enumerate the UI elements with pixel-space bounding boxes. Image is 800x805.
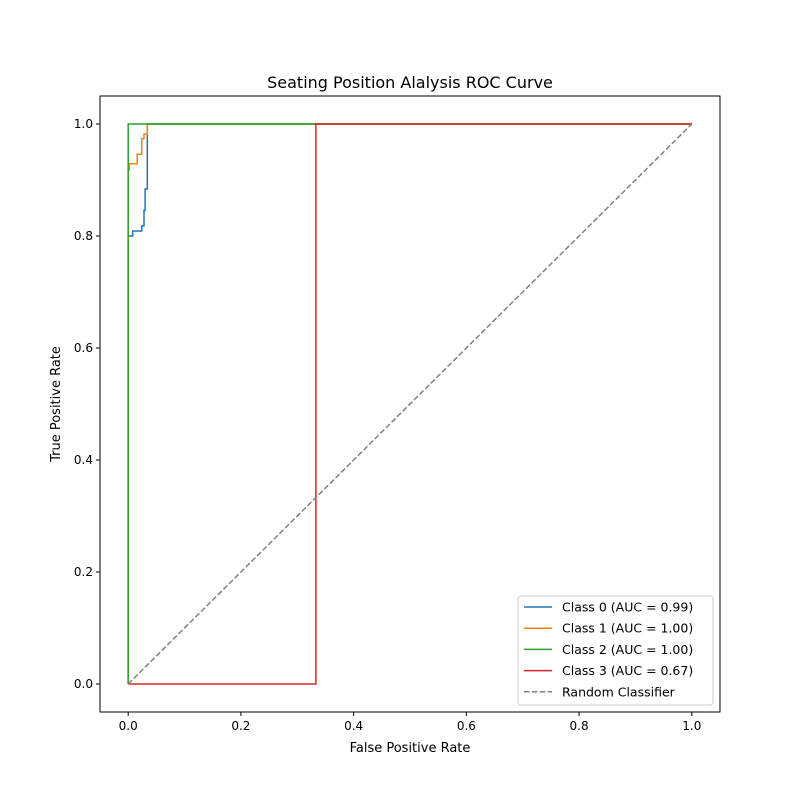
series-line-4 <box>127 123 693 685</box>
y-tick-label: 0.4 <box>74 453 93 467</box>
x-tick-label: 1.0 <box>682 719 701 733</box>
series-line-1 <box>127 123 692 684</box>
legend-label-2: Class 2 (AUC = 1.00) <box>562 642 693 657</box>
y-tick-label: 0.8 <box>74 229 93 243</box>
legend-label-4: Random Classifier <box>562 684 676 699</box>
x-tick-label: 0.2 <box>231 719 250 733</box>
legend: Class 0 (AUC = 0.99) Class 1 (AUC = 1.00)… <box>517 595 714 706</box>
legend-box <box>517 595 714 706</box>
y-axis-label: True Positive Rate <box>49 346 64 463</box>
legend-label-0: Class 0 (AUC = 0.99) <box>562 600 693 615</box>
y-tick-label: 1.0 <box>74 117 93 131</box>
series-line-3 <box>128 123 692 685</box>
y-tick-label: 0.6 <box>74 341 93 355</box>
x-tick-label: 0.6 <box>457 719 476 733</box>
y-tick-label: 0.2 <box>74 565 93 579</box>
x-tick-label: 0.8 <box>570 719 589 733</box>
x-axis-label: False Positive Rate <box>350 741 471 756</box>
chart-title: Seating Position Alalysis ROC Curve <box>267 73 553 92</box>
series-line-0 <box>127 123 692 684</box>
x-tick-label: 0.0 <box>119 719 138 733</box>
legend-label-3: Class 3 (AUC = 0.67) <box>562 663 693 678</box>
x-tick-label: 0.4 <box>344 719 363 733</box>
plot-frame <box>99 95 721 713</box>
legend-label-1: Class 1 (AUC = 1.00) <box>562 621 693 636</box>
y-tick-label: 0.0 <box>74 677 93 691</box>
